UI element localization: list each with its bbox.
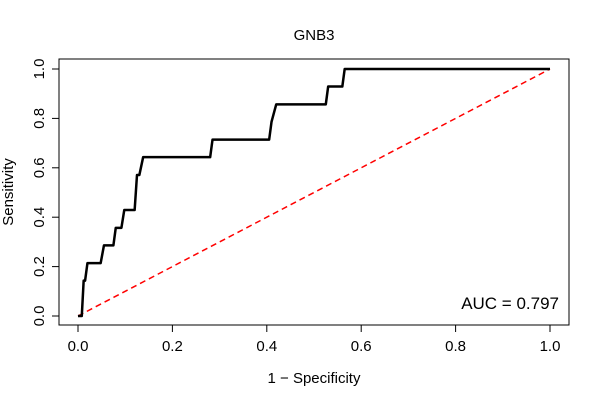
y-tick-label: 0.0: [31, 306, 48, 327]
x-tick-label: 0.0: [68, 338, 89, 355]
x-tick-label: 0.2: [162, 338, 183, 355]
roc-curve-line: [78, 67, 550, 318]
x-axis-label: 1 − Specificity: [268, 370, 361, 387]
y-tick-label: 1.0: [31, 59, 48, 80]
y-axis-label: Sensitivity: [0, 158, 17, 226]
y-tick-label: 0.2: [31, 256, 48, 277]
chart-title: GNB3: [294, 27, 335, 44]
x-tick-label: 0.6: [351, 338, 372, 355]
reference-diagonal-line: [77, 68, 551, 317]
x-axis: 0.0 0.2 0.4 0.6 0.8 1.0: [68, 324, 561, 355]
auc-annotation: AUC = 0.797: [461, 294, 559, 313]
y-axis: 0.0 0.2 0.4 0.6 0.8 1.0: [31, 59, 60, 327]
y-tick-label: 0.8: [31, 108, 48, 129]
y-tick-label: 0.6: [31, 157, 48, 178]
x-tick-label: 1.0: [540, 338, 561, 355]
x-tick-label: 0.4: [256, 338, 277, 355]
series-layer: [77, 67, 551, 318]
y-tick-label: 0.4: [31, 207, 48, 228]
x-tick-label: 0.8: [445, 338, 466, 355]
